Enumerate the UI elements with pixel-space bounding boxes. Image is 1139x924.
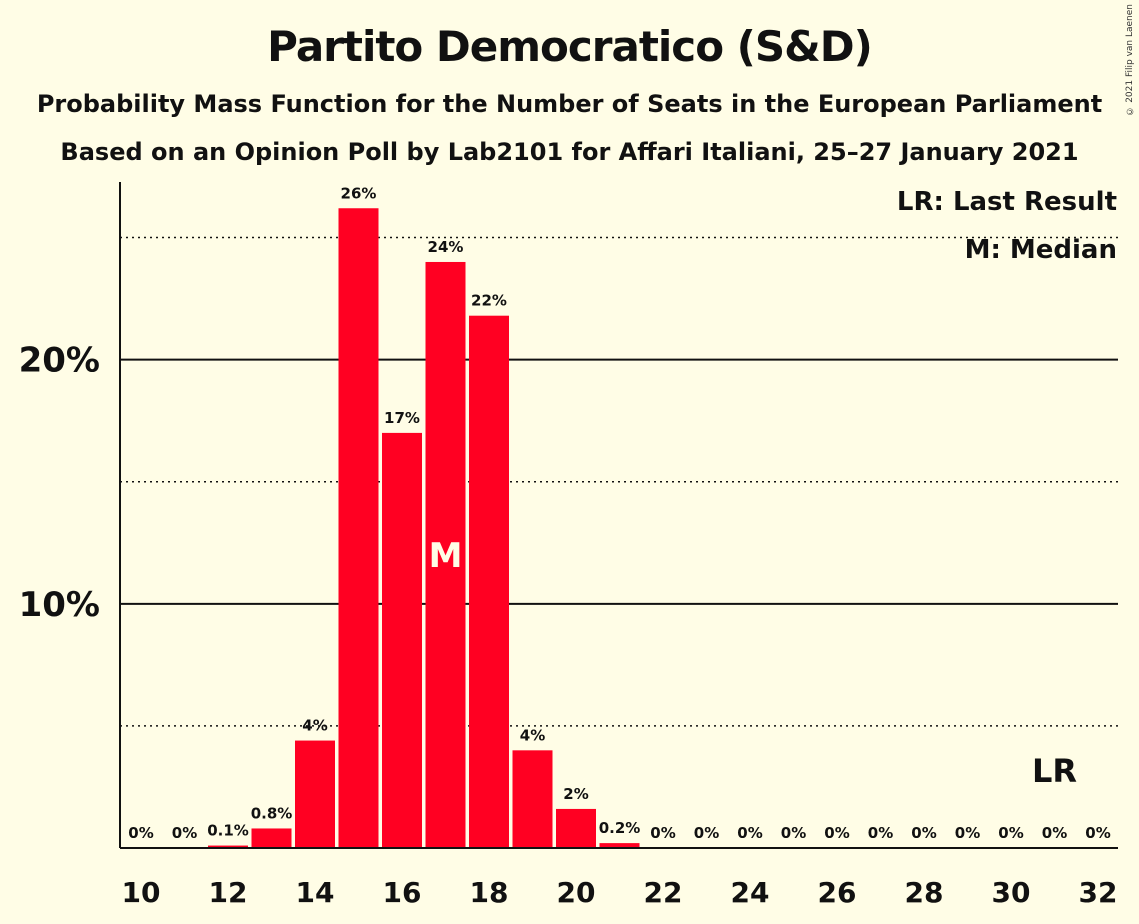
value-label-seat-15: 26% (341, 184, 377, 202)
value-label-seat-18: 22% (471, 292, 507, 310)
bar-seat-17 (425, 261, 466, 849)
value-label-seat-31: 0% (1042, 824, 1067, 842)
x-tick-label-12: 12 (209, 876, 248, 909)
x-tick-label-14: 14 (296, 876, 335, 909)
bar-seat-14 (295, 740, 335, 848)
value-label-seat-21: 0.2% (599, 819, 641, 837)
bars (208, 208, 640, 849)
value-label-seat-19: 4% (520, 726, 545, 744)
bar-seat-18 (469, 315, 509, 848)
bar-seat-13 (251, 828, 292, 848)
last-result-marker: LR (1032, 752, 1077, 790)
value-label-seat-13: 0.8% (251, 804, 293, 822)
bar-seat-15 (338, 208, 379, 849)
value-label-seat-10: 0% (128, 824, 153, 842)
value-label-seat-11: 0% (172, 824, 197, 842)
chart-source: Based on an Opinion Poll by Lab2101 for … (60, 138, 1079, 166)
value-label-seat-29: 0% (955, 824, 980, 842)
value-label-seat-14: 4% (302, 717, 327, 735)
value-label-seat-28: 0% (911, 824, 936, 842)
value-label-seat-20: 2% (563, 785, 588, 803)
legend: LR: Last Result M: Median (897, 187, 1117, 265)
bar-seat-21 (599, 843, 640, 848)
value-label-seat-17: 24% (428, 238, 464, 256)
marks: M LR (429, 536, 1077, 790)
x-tick-label-16: 16 (383, 876, 422, 909)
value-label-seat-24: 0% (737, 824, 762, 842)
y-tick-label-10%: 10% (19, 585, 100, 625)
legend-entry-0: LR: Last Result (897, 187, 1117, 217)
bar-seat-16 (382, 432, 422, 848)
x-tick-label-20: 20 (557, 876, 596, 909)
median-marker: M (429, 536, 463, 576)
x-tick-label-32: 32 (1079, 876, 1118, 909)
value-label-seat-12: 0.1% (207, 822, 249, 840)
value-labels: 0% 0% 0.1%0.8% 4% 26% 17% 24% 22% 4% 2% 0.2% 0% 0% 0%… (128, 184, 1110, 842)
x-tick-label-30: 30 (992, 876, 1031, 909)
value-label-seat-23: 0% (694, 824, 719, 842)
value-label-seat-27: 0% (868, 824, 893, 842)
gridlines (120, 236, 1118, 727)
x-tick-label-18: 18 (470, 876, 509, 909)
bar-seat-19 (512, 750, 553, 848)
x-tick-label-22: 22 (644, 876, 683, 909)
y-tick-labels: 10% 20% (19, 341, 100, 625)
x-tick-label-24: 24 (731, 876, 770, 909)
value-label-seat-30: 0% (998, 824, 1023, 842)
x-tick-label-10: 10 (122, 876, 161, 909)
chart-subtitle: Probability Mass Function for the Number… (36, 90, 1103, 118)
value-label-seat-26: 0% (824, 824, 849, 842)
x-tick-labels: 10 12 14 16 18 20 22 24 26 28 30 32 (122, 876, 1118, 909)
x-tick-label-28: 28 (905, 876, 944, 909)
legend-entry-1: M: Median (965, 235, 1117, 265)
bar-seat-20 (556, 808, 596, 848)
value-label-seat-25: 0% (781, 824, 806, 842)
value-label-seat-32: 0% (1085, 824, 1110, 842)
chart-title: Partito Democratico (S&D) (267, 22, 873, 71)
bar-seat-12 (208, 845, 248, 848)
y-tick-label-20%: 20% (19, 341, 100, 381)
axes (119, 182, 1118, 849)
value-label-seat-16: 17% (384, 409, 420, 427)
x-tick-label-26: 26 (818, 876, 857, 909)
value-label-seat-22: 0% (650, 824, 675, 842)
